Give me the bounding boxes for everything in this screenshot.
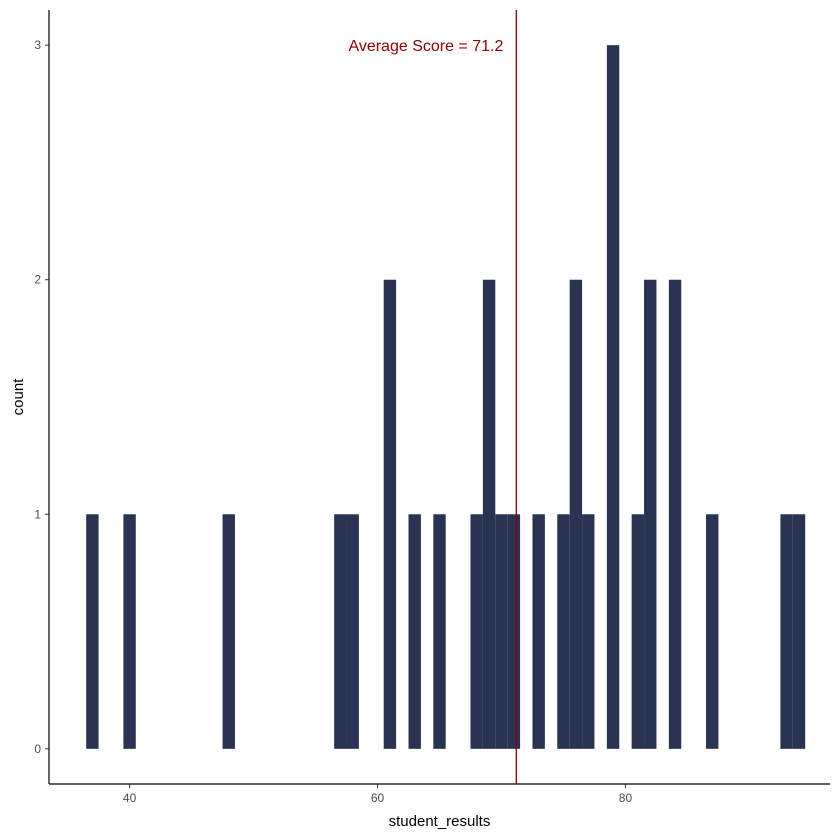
histogram-bar-18 <box>644 279 657 749</box>
histogram-bar-9 <box>482 279 496 749</box>
histogram-bar-14 <box>569 279 583 749</box>
histogram-bar-1 <box>123 514 136 749</box>
histogram-bar-3 <box>334 514 347 749</box>
histogram-bar-12 <box>532 514 545 749</box>
histogram-bar-15 <box>582 514 595 749</box>
histogram-bar-17 <box>631 514 645 749</box>
axes-layer <box>48 10 830 785</box>
x-tick-label-40: 40 <box>123 791 137 805</box>
histogram-bar-4 <box>346 514 359 749</box>
histogram-bar-2 <box>222 514 235 749</box>
x-ticks: 40 60 80 <box>123 784 633 805</box>
histogram-bar-21 <box>780 514 793 749</box>
y-ticks: 0 1 2 3 <box>34 38 49 756</box>
histogram-bar-11 <box>507 514 521 749</box>
x-axis-title: student_results <box>389 813 491 830</box>
histogram-bar-16 <box>606 45 620 749</box>
histogram-bar-6 <box>408 514 421 749</box>
histogram-bar-8 <box>470 514 483 749</box>
histogram-bar-10 <box>495 514 508 749</box>
histogram-bar-20 <box>706 514 719 749</box>
histogram-bar-7 <box>433 514 446 749</box>
mean-line-layer: Average Score = 71.2 <box>348 10 518 784</box>
histogram-bar-22 <box>792 514 806 749</box>
y-tick-label-3: 3 <box>34 38 41 52</box>
histogram-bar-5 <box>383 279 397 749</box>
histogram-bar-19 <box>668 279 682 749</box>
histogram-bar-0 <box>86 514 99 749</box>
histogram-bar-13 <box>557 514 570 749</box>
mean-line-label: Average Score = 71.2 <box>348 38 503 55</box>
x-tick-label-60: 60 <box>371 791 385 805</box>
y-tick-label-1: 1 <box>34 507 41 521</box>
x-tick-label-80: 80 <box>619 791 633 805</box>
bars-layer <box>86 45 806 749</box>
y-tick-label-2: 2 <box>34 273 41 287</box>
y-tick-label-0: 0 <box>34 742 41 756</box>
y-axis-title: count <box>10 378 27 416</box>
